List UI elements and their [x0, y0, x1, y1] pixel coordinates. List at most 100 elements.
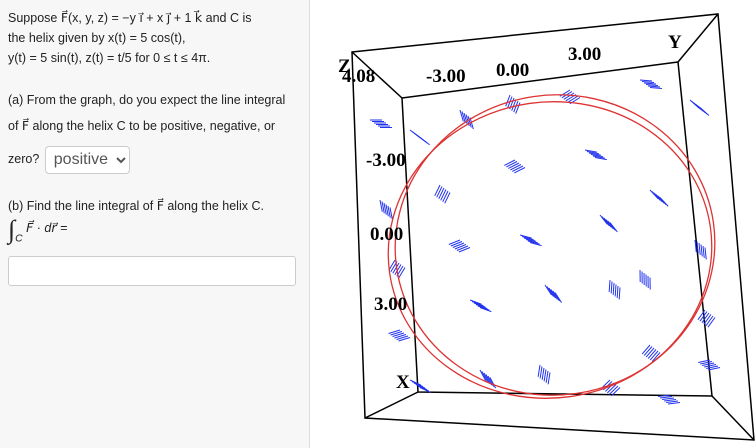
tick-label: 0.00	[370, 224, 403, 245]
vector-hatch	[590, 154, 603, 158]
vector-hatch	[704, 364, 717, 368]
vector-hatch	[660, 396, 673, 399]
vector-hatch	[662, 397, 675, 400]
vector-hatch	[409, 379, 422, 386]
vector-hatch	[639, 79, 652, 82]
vector-hatch	[705, 315, 714, 327]
vector-hatch	[385, 204, 389, 217]
vector-hatch	[605, 219, 614, 230]
vector-hatch	[700, 244, 703, 257]
vector-hatch	[545, 370, 549, 383]
axis-label: X	[396, 372, 410, 393]
vector-hatch	[479, 307, 492, 313]
vector-hatch	[643, 346, 653, 356]
answer-select[interactable]: positive	[44, 145, 130, 174]
vector-hatch	[610, 281, 613, 294]
vector-hatch	[567, 95, 579, 103]
vector-hatch	[696, 241, 699, 254]
vector-hatch	[616, 285, 619, 299]
vector-hatch	[529, 242, 542, 247]
vector-hatch	[537, 364, 541, 377]
vector-hatch	[514, 167, 526, 174]
vector-hatch	[651, 352, 661, 362]
vector-hatch	[708, 367, 721, 371]
vector-hatch	[699, 311, 708, 322]
vector-hatch	[519, 234, 532, 239]
vector-hatch	[392, 262, 400, 274]
vector-hatch	[458, 247, 471, 253]
vector-hatch	[440, 189, 447, 201]
part-a-line: of F⃗ along the helix C to be positive, …	[8, 119, 276, 133]
vector-hatch	[467, 115, 472, 128]
axis-label: Z	[338, 56, 351, 77]
vector-hatch	[417, 385, 430, 392]
vector-hatch	[523, 237, 536, 242]
vector-hatch	[438, 187, 445, 200]
vector-hatch	[511, 99, 517, 111]
vector-hatch	[396, 335, 409, 340]
vector-hatch	[643, 82, 656, 85]
vector-hatch	[666, 400, 679, 403]
vector-hatch	[527, 240, 540, 245]
vector-hatch	[548, 287, 556, 299]
vector-hatch	[505, 94, 511, 107]
vector-hatch	[608, 279, 611, 293]
answer-input[interactable]	[8, 255, 296, 286]
vector-hatch	[477, 305, 490, 311]
vector-hatch	[584, 149, 597, 153]
intro-line: y(t) = 5 sin(t), z(t) = t/5 for 0 ≤ t ≤ …	[8, 51, 211, 65]
vector-hatch	[448, 239, 461, 245]
vector-hatch	[389, 207, 393, 220]
graph: Z 4.08 Y X -3.00 0.00 3.00 -3.00 0.00 3.…	[338, 13, 755, 441]
tick-label: 3.00	[374, 294, 407, 315]
vector-hatch	[388, 259, 396, 271]
vector-hatch	[611, 387, 621, 397]
tick-label: -3.00	[426, 66, 466, 87]
vector-hatch	[599, 214, 608, 225]
integral-sub: C	[15, 233, 23, 245]
intro-line: the helix given by x(t) = 5 cos(t),	[8, 31, 186, 45]
vector-hatch	[521, 236, 534, 241]
vector-hatch	[415, 384, 428, 391]
vector-hatch	[601, 216, 610, 227]
vector-hatch	[698, 242, 701, 255]
vector-hatch	[450, 241, 463, 247]
vector-hatch	[419, 137, 430, 146]
vector-hatch	[645, 84, 658, 87]
vector-hatch	[697, 309, 706, 321]
tick-label: -3.00	[366, 150, 406, 171]
vector-hatch	[668, 402, 681, 405]
vector-hatch	[539, 366, 543, 379]
vector-hatch	[525, 239, 538, 244]
vector-hatch	[618, 287, 621, 300]
vector-hatch	[442, 190, 449, 203]
vector-hatch	[603, 217, 612, 228]
vector-hatch	[706, 365, 719, 369]
vector-field	[370, 79, 721, 405]
vector-hatch	[387, 205, 391, 218]
vector-hatch	[506, 161, 518, 168]
integral-sign: ∫	[8, 215, 16, 244]
vector-hatch	[436, 186, 443, 198]
box	[351, 13, 755, 441]
vector-hatch	[703, 314, 712, 325]
vector-hatch	[510, 164, 522, 171]
vector-hatch	[699, 107, 710, 116]
vector-hatch	[471, 301, 484, 307]
vector-hatch	[483, 372, 491, 384]
vector-hatch	[452, 242, 465, 248]
vector-hatch	[612, 282, 615, 296]
vector-hatch	[394, 334, 407, 339]
vector-hatch	[647, 349, 657, 359]
vector-hatch	[390, 331, 403, 336]
vector-hatch	[463, 112, 468, 125]
vector-hatch	[513, 100, 519, 113]
integral-expr: F⃗ · dr⃗ =	[26, 221, 68, 235]
vector-hatch	[649, 350, 659, 361]
vector-hatch	[609, 385, 619, 395]
vector-hatch	[475, 304, 488, 310]
vector-hatch	[550, 289, 558, 300]
vector-hatch	[607, 384, 617, 394]
vector-hatch	[649, 87, 662, 90]
